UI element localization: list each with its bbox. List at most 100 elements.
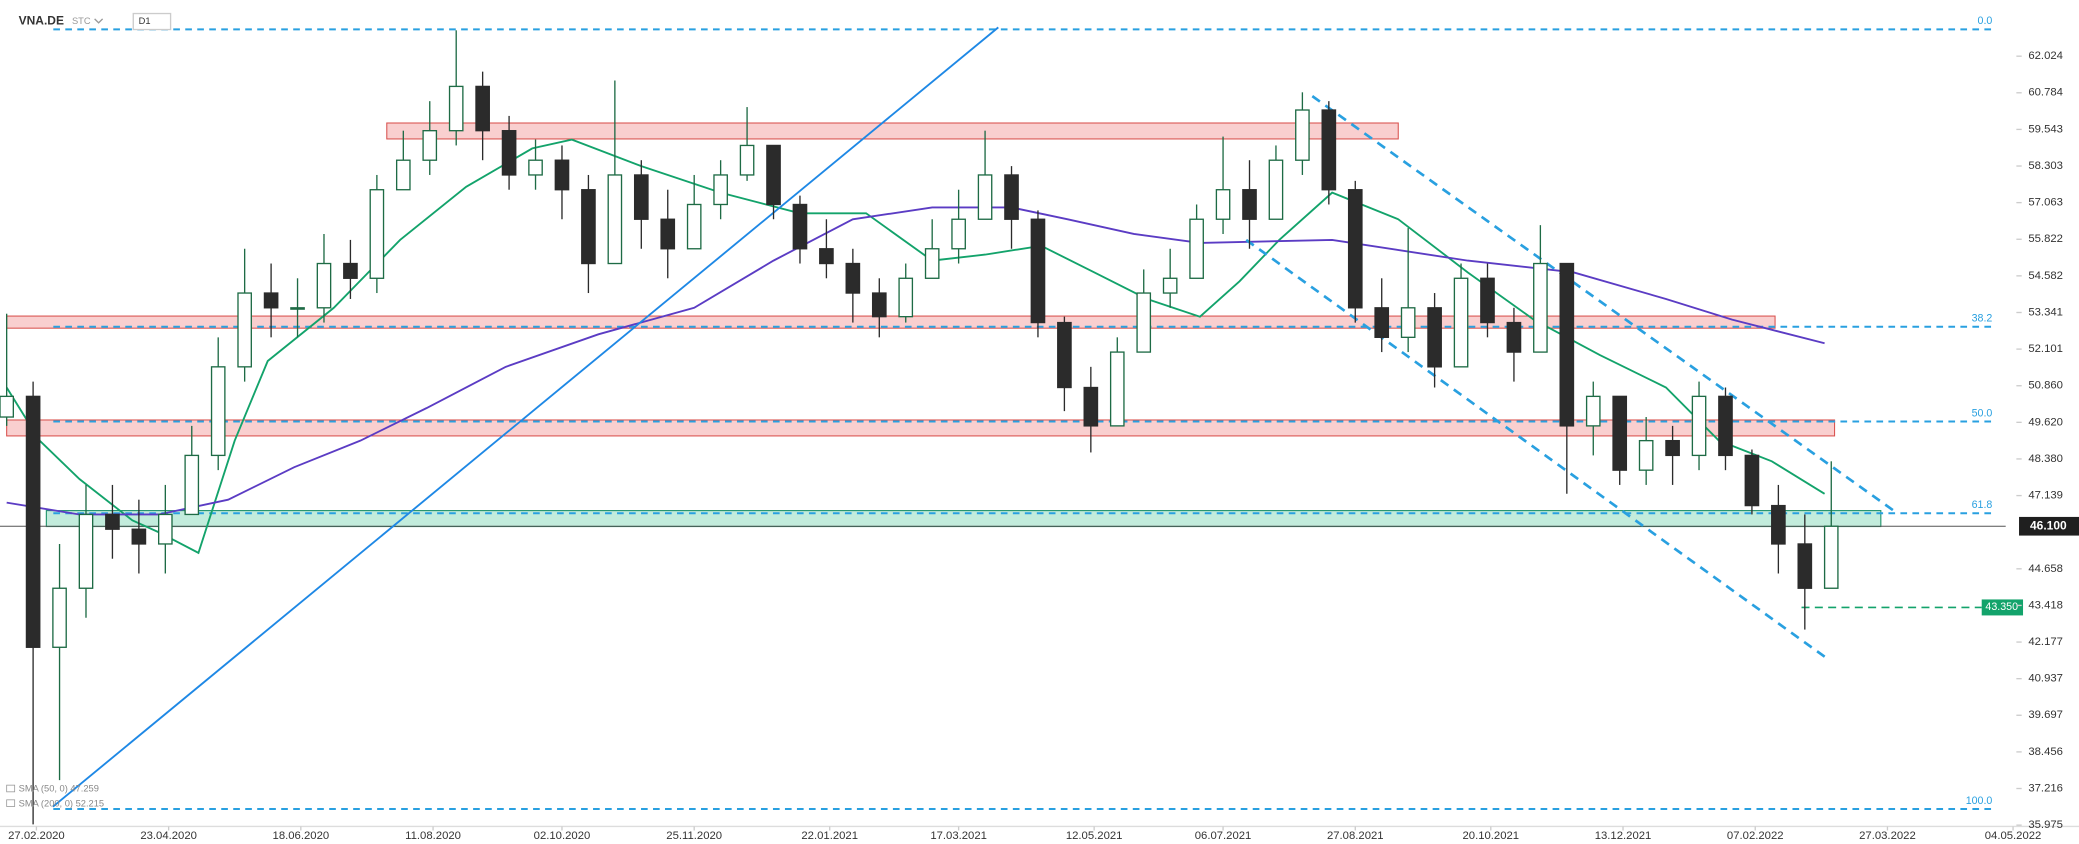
trendline [1311,95,1899,515]
candle-body [1453,277,1469,368]
y-tick-label: 62.024 [2028,50,2063,62]
candle-body [475,85,490,132]
candle-body [52,587,67,648]
trendline [1245,238,1829,661]
legend-entry: SMA (200, 0) 52.215 [19,798,104,808]
legend-icon [6,784,16,793]
candle-body [448,85,464,132]
candle-body [713,174,728,206]
x-tick-label: 27.02.2020 [8,830,65,842]
candle-body [290,307,305,310]
y-tick-label: 60.784 [2028,87,2063,99]
candle-body [686,203,702,250]
candle-body [263,292,279,309]
candle-body [78,513,94,589]
x-tick-label: 20.10.2021 [1462,830,1519,842]
y-tick-label: 38.456 [2028,746,2063,758]
y-tick-label: 57.063 [2028,197,2063,209]
y-tick-label: 47.139 [2028,490,2063,502]
candle-body [105,513,120,530]
order-level-box [1981,599,2024,616]
candle-body [1559,262,1575,427]
fib-label: 50.0 [1972,407,1993,419]
x-tick-label: 13.12.2021 [1595,830,1652,842]
candle-body [554,159,570,191]
candle-body [422,130,438,161]
symbol[interactable]: VNA.DE [19,14,64,28]
candle-body [1506,321,1522,353]
candle-body [1771,504,1786,545]
axes: SMA (50, 0) 47.259 SMA (200, 0) 52.215 43.… [0,50,2079,842]
x-tick-label: 27.03.2022 [1859,830,1916,842]
candle-body [1057,321,1072,389]
timeframe-box[interactable] [132,12,172,31]
x-tick-label: 04.05.2022 [1985,830,2042,842]
x-tick-label: 07.02.2022 [1727,830,1784,842]
y-tick-label: 52.101 [2028,343,2063,355]
candle-body [131,528,147,545]
sma-line [6,206,1825,516]
candle-body [1427,307,1442,368]
candle-body [977,174,993,220]
x-tick-label: 23.04.2020 [140,830,197,842]
candle-body [581,189,596,265]
candle-body [871,292,887,318]
candle-body [819,248,834,265]
y-tick-label: 50.860 [2028,380,2063,392]
candle-body [1691,395,1707,457]
candle-body [1612,395,1628,471]
candle-body [237,292,252,368]
candle-body [1400,307,1416,338]
y-tick-label: 54.582 [2028,270,2063,282]
x-tick-label: 06.07.2021 [1195,830,1252,842]
candle-body [369,189,385,279]
mode[interactable]: STC [72,16,91,26]
candle-body [1718,395,1733,457]
fib-label: 38.2 [1972,313,1993,325]
x-tick-label: 22.01.2021 [801,830,858,842]
fib-label: 61.8 [1972,499,1993,511]
candle-body [1823,525,1839,589]
x-tick-label: 11.08.2020 [405,830,461,842]
zone [6,419,1836,437]
candle-body [343,262,358,279]
candle-body [184,454,200,516]
candle-body [1189,218,1204,279]
candle-body [1480,277,1495,324]
candle-body [1744,454,1760,507]
y-tick-label: 53.341 [2028,306,2063,318]
candle-body [1136,292,1152,353]
candle-body [739,144,755,176]
candle-body [1347,189,1363,309]
candle-body [792,203,808,250]
y-tick-label: 42.177 [2028,636,2063,648]
candles [0,30,1839,825]
order-level-label: 43.350 [1985,601,2018,613]
candle-body [1242,189,1257,220]
candle-body [1268,159,1284,220]
candle-body [1162,277,1178,294]
trendline [52,26,999,808]
y-tick-label: 48.380 [2028,453,2063,465]
candle-body [924,248,940,279]
candle-body [766,144,781,206]
candle-body [1030,218,1046,324]
legend-entry: SMA (50, 0) 47.259 [19,784,99,794]
y-tick-label: 37.216 [2028,782,2063,794]
y-tick-label: 55.822 [2028,233,2063,245]
dropdown-icon[interactable] [94,18,104,24]
candle-body [951,218,966,250]
y-tick-label: 40.937 [2028,673,2063,685]
x-tick-label: 18.06.2020 [273,830,330,842]
candle-body [157,513,173,545]
candle-body [1321,109,1337,191]
candle-body [1109,351,1125,427]
candle-body [1083,386,1099,427]
candle-body [607,174,623,265]
candle-body [660,218,676,250]
candle-body [395,159,411,191]
candle-body [25,395,41,648]
timeframe[interactable]: D1 [139,16,151,26]
x-tick-label: 25.11.2020 [666,830,722,842]
